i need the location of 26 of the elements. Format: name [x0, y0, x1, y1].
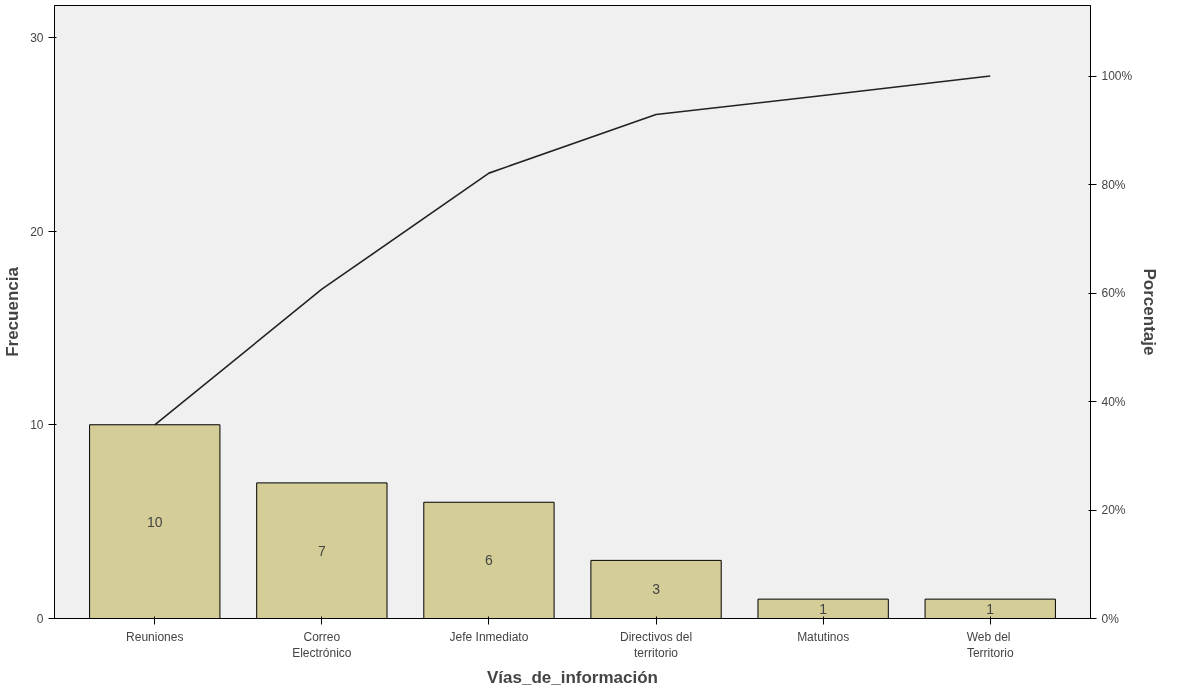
y2-tick-label: 100% [1101, 69, 1133, 84]
y2-tick-label: 0% [1101, 611, 1120, 626]
y-tick-label: 30 [30, 30, 44, 45]
data-label: 1 [819, 600, 828, 617]
y-tick-label: 10 [30, 418, 44, 433]
x-tick-label: Correo Electrónico [292, 629, 352, 661]
data-label: 6 [485, 552, 494, 569]
y-tick-label: 20 [30, 224, 44, 239]
data-label: 7 [317, 542, 326, 559]
data-label: 10 [146, 513, 163, 530]
x-tick-label: Directivos del territorio [620, 629, 693, 661]
data-label: 3 [652, 581, 661, 598]
x-tick-label: Web del Territorio [966, 629, 1014, 661]
x-tick-label: Reuniones [126, 629, 184, 644]
y2-tick-label: 40% [1101, 394, 1126, 409]
x-tick-label: Jefe Inmediato [449, 629, 529, 644]
y2-tick-label: 60% [1101, 286, 1126, 301]
data-label: 1 [986, 600, 995, 617]
y2-tick-label: 80% [1101, 177, 1126, 192]
x-tick-label: Matutinos [797, 629, 850, 644]
y2-tick-label: 20% [1101, 503, 1126, 517]
y2-axis-title: Porcentaje [1140, 268, 1160, 356]
x-axis-title: Vías_de_información [487, 668, 659, 688]
line-series [153, 75, 992, 426]
y-axis-title: Frecuencia [3, 266, 23, 357]
y-tick-label: 0 [36, 612, 44, 626]
